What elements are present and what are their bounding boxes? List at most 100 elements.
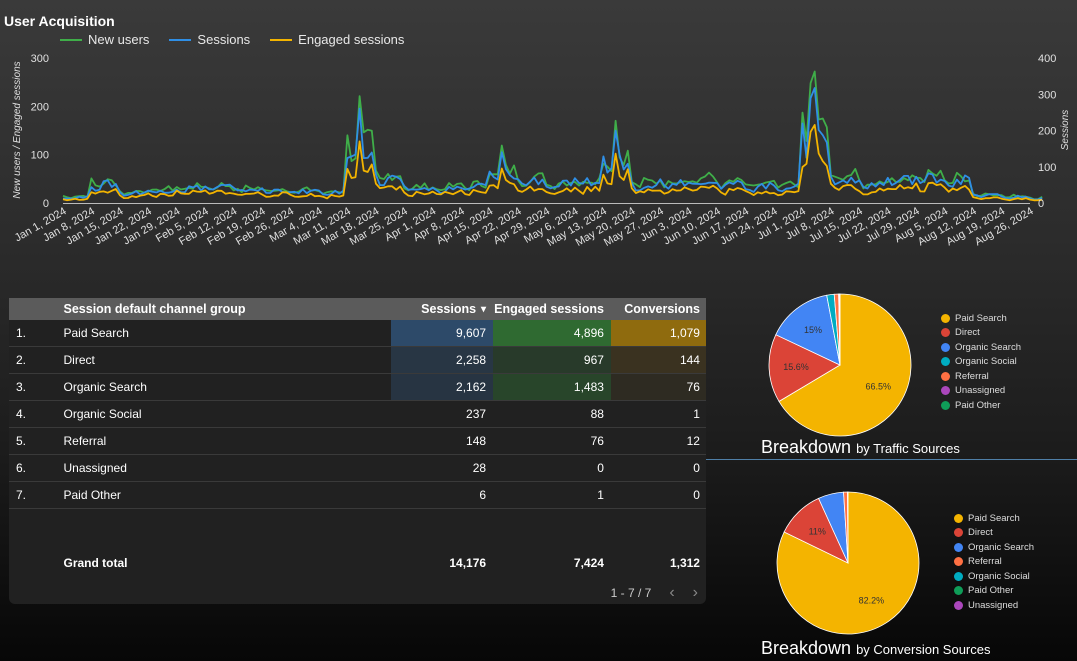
row-sessions: 2,162 [391, 374, 494, 400]
legend-dot [941, 328, 950, 338]
legend-dot [954, 542, 963, 552]
page-title: User Acquisition [4, 13, 115, 29]
conversion-pie-chart[interactable]: 82.2% 11% [768, 483, 928, 643]
legend-item[interactable]: Direct [954, 526, 1034, 541]
channel-table: Session default channel group Sessions ▾… [9, 298, 706, 604]
y-tick-right: 200 [1038, 126, 1056, 138]
row-channel: Direct [63, 353, 95, 367]
legend-label: Organic Search [955, 341, 1022, 353]
legend-item[interactable]: Paid Search [954, 511, 1034, 526]
legend-item[interactable]: Referral [941, 369, 1021, 384]
series-line[interactable] [62, 70, 1043, 201]
legend-dot [941, 313, 950, 323]
table-row[interactable]: 3. Organic Search 2,162 1,483 76 [9, 374, 706, 401]
legend-label: Organic Search [968, 541, 1035, 553]
legend-item[interactable]: Paid Search [941, 311, 1021, 326]
row-conversions: 0 [693, 488, 700, 502]
legend-label: Direct [955, 327, 980, 339]
total-engaged: 7,424 [573, 556, 604, 570]
legend-item-engaged[interactable]: Engaged sessions [270, 32, 404, 47]
legend-label: Sessions [197, 32, 251, 47]
series-line[interactable] [62, 87, 1043, 201]
pie-slice[interactable] [768, 334, 841, 402]
chart-legend: New users Sessions Engaged sessions [60, 32, 404, 47]
header-sessions-label: Sessions [421, 302, 477, 316]
grand-total-label: Grand total [63, 556, 128, 570]
legend-item[interactable]: Paid Other [941, 398, 1021, 413]
table-row[interactable]: 2. Direct 2,258 967 144 [9, 347, 706, 374]
legend-label: Paid Other [968, 585, 1014, 597]
legend-label: Direct [968, 527, 993, 539]
legend-dot [954, 528, 963, 538]
grand-total-row: Grand total 14,176 7,424 1,312 [9, 556, 706, 570]
header-conversions[interactable]: Conversions [624, 302, 700, 316]
row-index: 7. [16, 488, 27, 502]
row-index: 5. [16, 434, 27, 448]
sort-desc-icon: ▾ [481, 303, 487, 315]
pie-slice[interactable] [778, 293, 912, 437]
row-sessions: 6 [479, 488, 487, 502]
legend-item[interactable]: Unassigned [941, 384, 1021, 399]
legend-dot [954, 513, 963, 523]
legend-swatch-engaged [270, 38, 293, 41]
legend-item[interactable]: Unassigned [954, 598, 1034, 613]
pagination-label: 1 - 7 / 7 [610, 586, 652, 600]
legend-item[interactable]: Organic Search [954, 540, 1034, 555]
legend-label: Paid Other [955, 399, 1001, 411]
total-index [9, 556, 64, 570]
legend-item[interactable]: Paid Other [954, 584, 1034, 599]
y-tick-left: 0 [43, 198, 49, 210]
table-row[interactable]: 6. Unassigned 28 0 0 [9, 455, 706, 482]
traffic-pie-title: Breakdown by Traffic Sources [761, 437, 960, 458]
y-axis-title-left: New users / Engaged sessions [12, 61, 23, 198]
traffic-pie-chart[interactable]: 66.5% 15.6% 15% [760, 285, 920, 445]
legend-item[interactable]: Referral [954, 555, 1034, 570]
legend-item[interactable]: Organic Social [954, 569, 1034, 584]
header-engaged[interactable]: Engaged sessions [494, 302, 604, 316]
row-conversions: 12 [686, 434, 700, 448]
legend-item[interactable]: Organic Search [941, 340, 1021, 355]
row-conversions: 76 [610, 374, 706, 400]
table-row[interactable]: 4. Organic Social 237 88 1 [9, 401, 706, 428]
table-row[interactable]: 7. Paid Other 6 1 0 [9, 482, 706, 509]
chevron-left-icon[interactable]: ‹ [669, 584, 675, 601]
chart-axes: 0 100 200 300 0 100 200 300 400 New users / Engag… [12, 53, 1071, 249]
row-engaged: 88 [590, 407, 604, 421]
legend-item[interactable]: Direct [941, 326, 1021, 341]
series-line[interactable] [62, 124, 1043, 202]
legend-dot [941, 386, 950, 396]
row-sessions: 237 [466, 407, 487, 421]
pie-slice-label: 82.2% [859, 595, 885, 605]
row-sessions: 148 [466, 434, 487, 448]
legend-item[interactable]: Organic Social [941, 355, 1021, 370]
table-row[interactable]: 5. Referral 148 76 12 [9, 428, 706, 455]
legend-item-sessions[interactable]: Sessions [169, 32, 250, 47]
row-channel: Paid Other [63, 488, 121, 502]
pagination: 1 - 7 / 7 ‹ › [611, 584, 698, 602]
line-chart[interactable]: 0 100 200 300 0 100 200 300 400 New users / Engag… [0, 0, 1077, 260]
table-row[interactable]: 1. Paid Search 9,607 4,896 1,079 [9, 320, 706, 347]
row-engaged: 4,896 [493, 320, 611, 346]
conversion-pie-title: Breakdown by Conversion Sources [761, 638, 990, 659]
row-engaged: 1 [597, 488, 604, 502]
table-header: Session default channel group Sessions ▾… [9, 298, 706, 320]
row-conversions: 0 [693, 461, 700, 475]
pie-slice-label: 15% [804, 325, 822, 335]
chevron-right-icon[interactable]: › [692, 584, 698, 601]
row-channel: Unassigned [63, 461, 127, 475]
pie-title-main: Breakdown [761, 437, 852, 457]
y-tick-left: 200 [31, 101, 49, 113]
legend-label: Paid Search [968, 512, 1020, 524]
chart-series [62, 70, 1043, 202]
legend-label: Paid Search [955, 312, 1007, 324]
pie-slice-label: 15.6% [783, 362, 809, 372]
row-channel: Paid Search [63, 326, 129, 340]
row-sessions: 28 [472, 461, 487, 475]
pie-slice[interactable] [775, 294, 841, 366]
legend-dot [954, 600, 963, 610]
header-sessions[interactable]: Sessions ▾ [391, 298, 493, 320]
legend-item-new-users[interactable]: New users [60, 32, 149, 47]
pie-title-sub: by Conversion Sources [856, 642, 991, 657]
y-tick-right: 100 [1038, 162, 1056, 174]
header-channel[interactable]: Session default channel group [63, 302, 246, 316]
